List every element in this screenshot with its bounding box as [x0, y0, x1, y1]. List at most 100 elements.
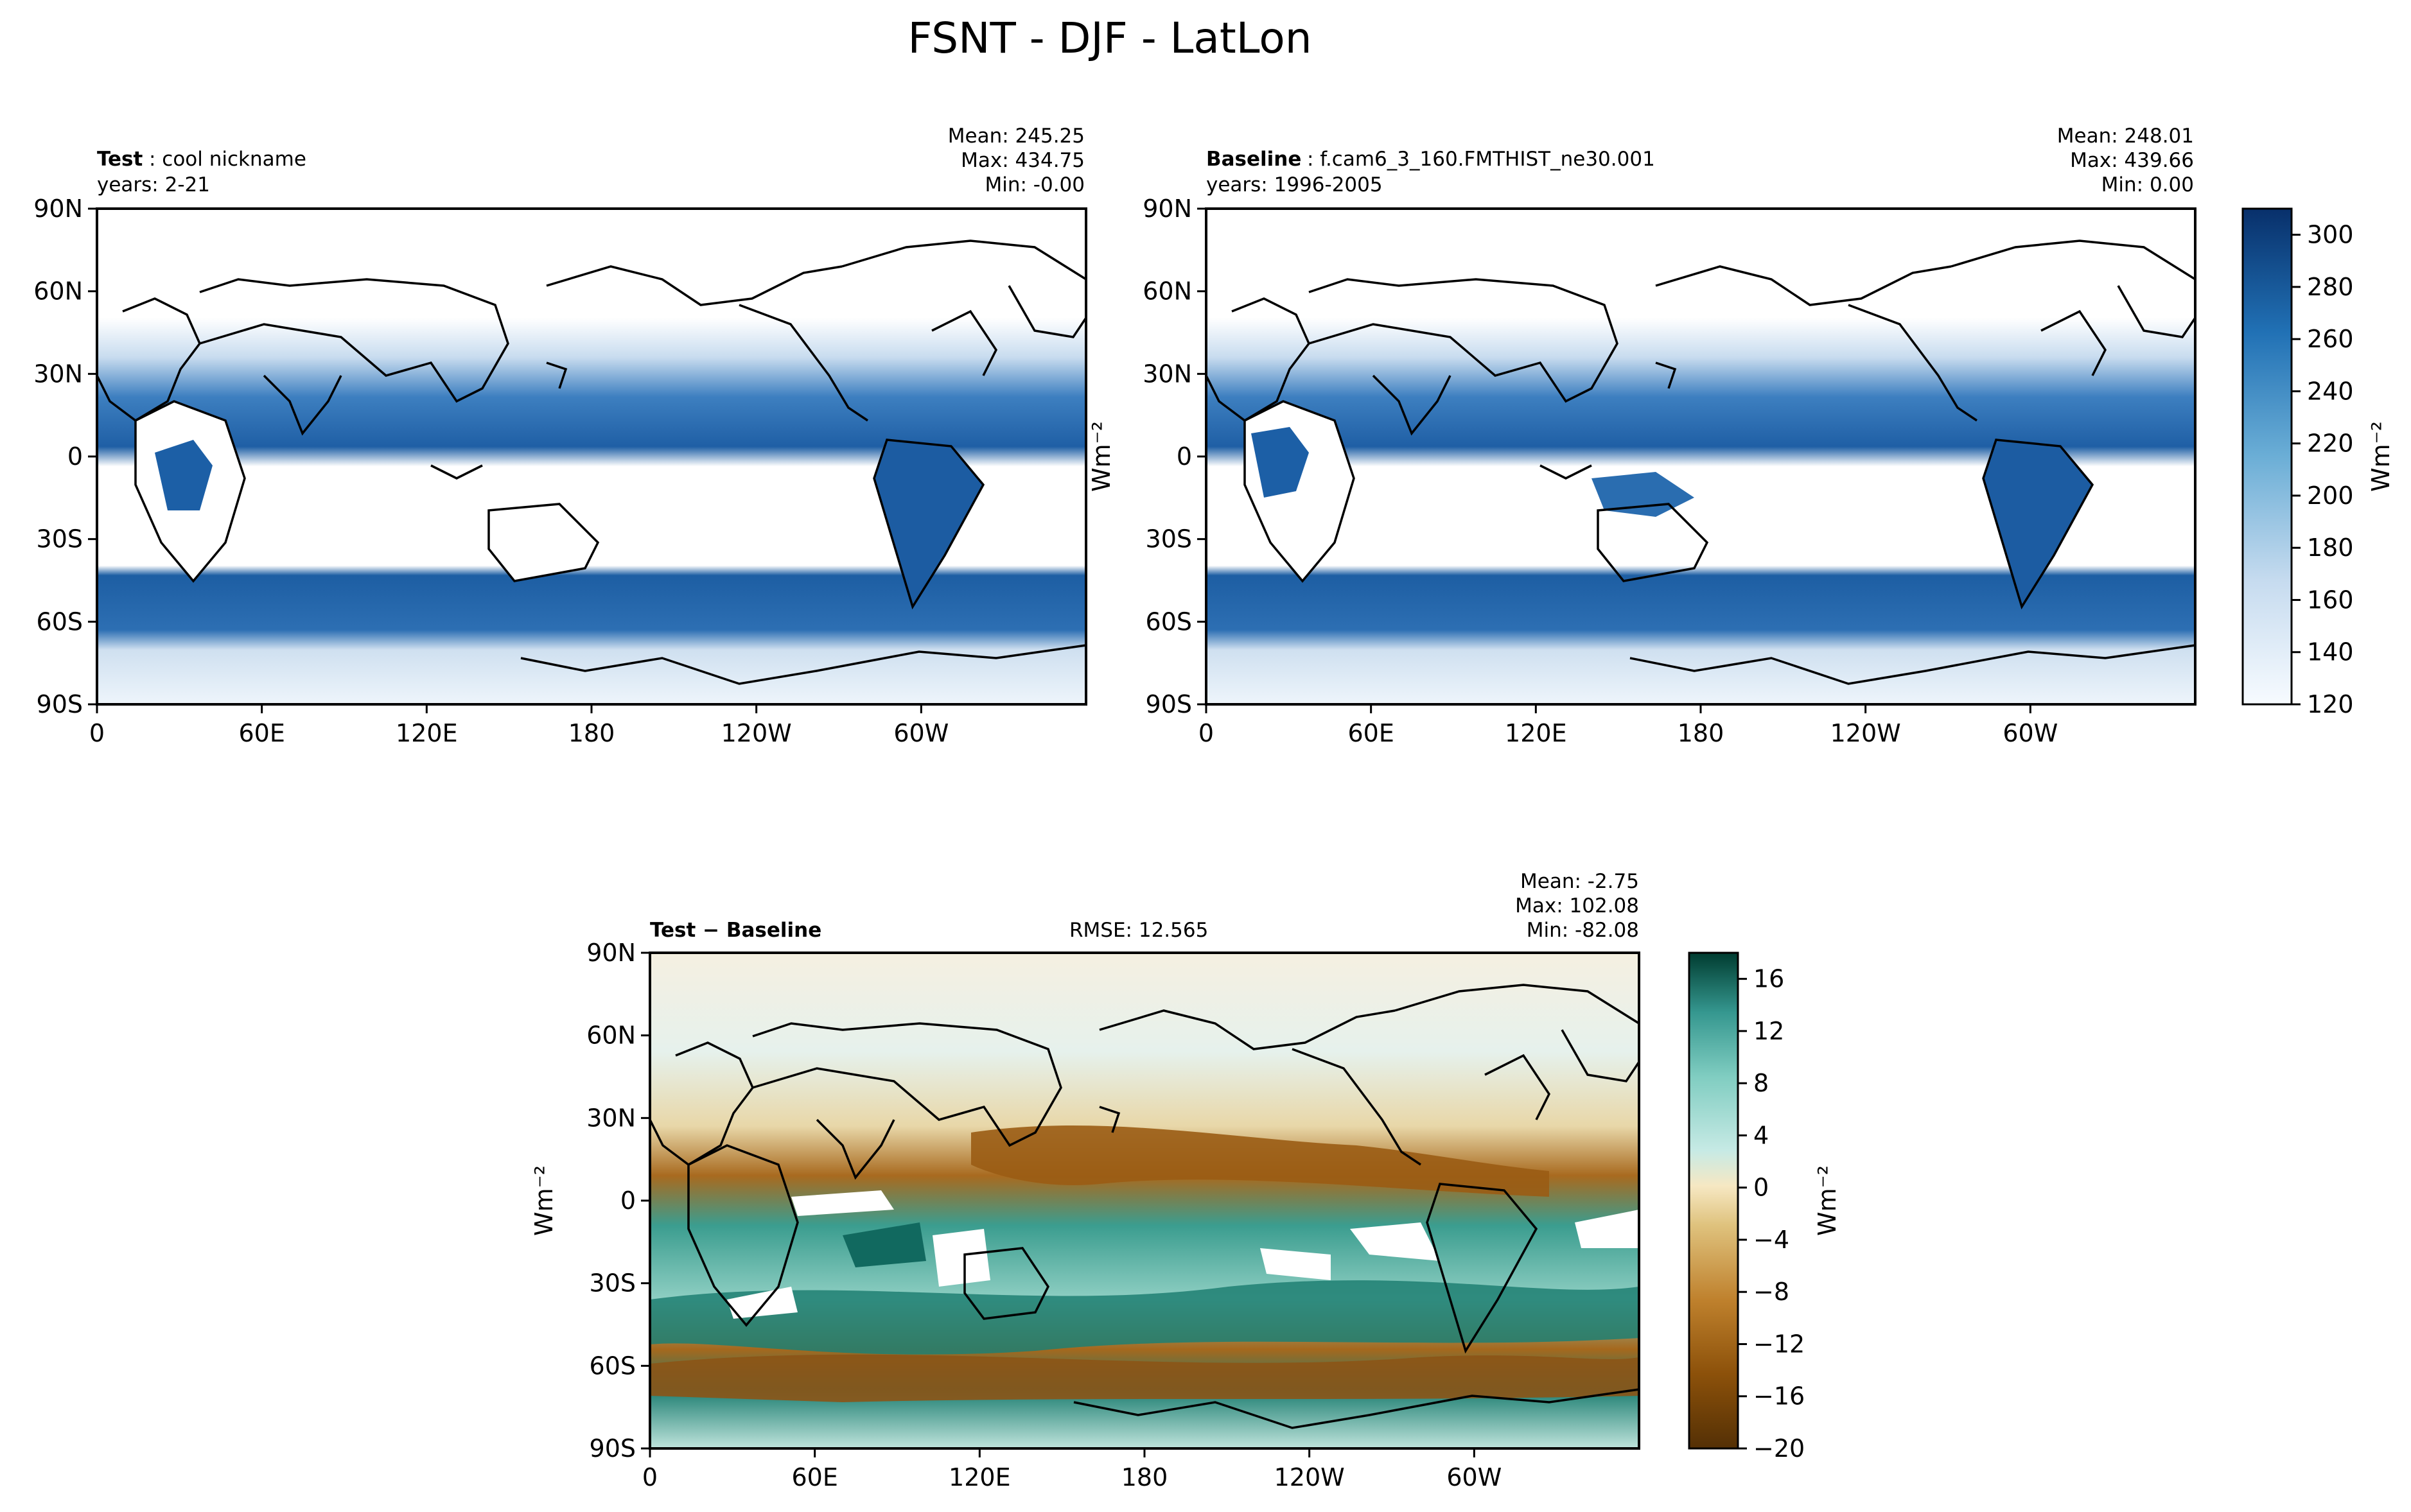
difference-panel: 0 60E 120E 180 120W 60W 90N 60N 30N 0 30S 60S 90S — [586, 939, 1640, 1491]
diff-max: Max: 102.08 — [1515, 894, 1639, 917]
test-min: Min: -0.00 — [985, 173, 1085, 196]
y-tick-label: 90N — [1143, 195, 1192, 223]
diff-colorbar: 16 12 8 4 0 −4 −8 −12 −16 −20 — [1688, 952, 1805, 1463]
baseline-min: Min: 0.00 — [2101, 173, 2194, 196]
africa-convection — [155, 440, 213, 510]
test-label-rest: : cool nickname — [149, 148, 306, 171]
baseline-label-rest: : f.cam6_3_160.FMTHIST_ne30.001 — [1307, 148, 1655, 171]
y-tick-label: 90S — [1146, 690, 1192, 718]
diff-label: Test − Baseline — [650, 919, 821, 942]
colorbar-tick-label: 180 — [2307, 534, 2354, 562]
y-tick-label: 60N — [33, 277, 83, 306]
colorbar-tick-label: −20 — [1753, 1434, 1805, 1463]
australia-convection — [1591, 472, 1694, 517]
x-tick-label: 120W — [1274, 1463, 1345, 1491]
y-tick-label: 0 — [67, 442, 83, 471]
y-tick-label: 30N — [33, 360, 83, 388]
test-mean: Mean: 245.25 — [948, 125, 1085, 148]
test-panel: 0 60E 120E 180 120W 60W 90N 60N 30N 0 30S 60S 90S — [33, 195, 1087, 747]
colorbar-tick-label: 240 — [2307, 377, 2354, 405]
colorbar-tick-label: 120 — [2307, 690, 2354, 718]
x-tick-label: 0 — [642, 1463, 658, 1491]
baseline-coastlines — [1205, 239, 2196, 685]
x-tick-label: 180 — [1121, 1463, 1168, 1491]
x-tick-label: 120E — [396, 719, 458, 747]
x-tick-label: 60W — [1446, 1463, 1502, 1491]
y-tick-label: 90S — [590, 1434, 636, 1463]
baseline-colorbar-unit: Wm⁻² — [2367, 421, 2395, 492]
diff-white-patch — [1260, 1248, 1331, 1280]
x-tick-label: 60W — [2003, 719, 2058, 747]
y-tick-label: 30S — [1146, 525, 1192, 553]
baseline-panel: 0 60E 120E 180 120W 60W 90N 60N 30N 0 30S 60S 90S — [1143, 195, 2196, 747]
x-tick-label: 120W — [1830, 719, 1901, 747]
colorbar-tick-label: 0 — [1753, 1174, 1769, 1202]
colorbar-tick-label: 280 — [2307, 273, 2354, 301]
x-tick-label: 0 — [89, 719, 105, 747]
diff-teal-patch — [843, 1222, 926, 1267]
diff-white-patch — [933, 1229, 990, 1287]
y-tick-label: 30N — [586, 1104, 636, 1132]
baseline-mean: Mean: 248.01 — [2057, 125, 2194, 148]
y-tick-label: 0 — [1177, 442, 1192, 471]
colorbar-tick-label: 300 — [2307, 221, 2354, 249]
colorbar-ticks: 16 12 8 4 0 −4 −8 −12 −16 −20 — [1738, 965, 1805, 1463]
diff-white-patch — [1350, 1222, 1440, 1261]
colorbar-tick-label: 260 — [2307, 325, 2354, 353]
y-tick-label: 90S — [37, 690, 83, 718]
y-tick-label: 60S — [37, 607, 83, 636]
test-max: Max: 434.75 — [961, 149, 1085, 172]
y-tick-label: 30N — [1143, 360, 1192, 388]
baseline-years: years: 1996-2005 — [1206, 173, 1383, 196]
australia-fill — [489, 504, 598, 581]
shared-unit-label: Wm⁻² — [1087, 421, 1116, 492]
colorbar-tick-label: 140 — [2307, 638, 2354, 666]
colorbar-tick-label: −12 — [1753, 1330, 1805, 1358]
x-tick-label: 120E — [949, 1463, 1011, 1491]
diff-coastlines — [649, 984, 1640, 1429]
diff-teal-band — [650, 1280, 1639, 1355]
colorbar-tick-label: 12 — [1753, 1017, 1784, 1045]
colorbar-tick-label: 8 — [1753, 1069, 1769, 1097]
x-tick-label: 60W — [893, 719, 949, 747]
baseline-axis-ticks: 0 60E 120E 180 120W 60W 90N 60N 30N 0 30S 60S 90S — [1143, 195, 2058, 747]
baseline-max: Max: 439.66 — [2070, 149, 2194, 172]
colorbar-fill — [1688, 952, 1739, 1450]
test-years: years: 2-21 — [97, 173, 210, 196]
y-tick-label: 90N — [586, 939, 636, 967]
colorbar-tick-label: 16 — [1753, 965, 1784, 993]
y-tick-label: 0 — [620, 1186, 636, 1215]
figure-title: FSNT - DJF - LatLon — [907, 13, 1311, 63]
colorbar-tick-label: −4 — [1753, 1226, 1789, 1254]
colorbar-fill — [2241, 207, 2293, 706]
diff-white-patch — [791, 1190, 894, 1216]
x-tick-label: 180 — [1678, 719, 1724, 747]
test-coastlines — [96, 239, 1087, 685]
x-tick-label: 60E — [238, 719, 285, 747]
y-tick-label: 90N — [33, 195, 83, 223]
colorbar-tick-label: 4 — [1753, 1121, 1769, 1149]
diff-rmse: RMSE: 12.565 — [1069, 919, 1208, 942]
y-tick-label: 30S — [590, 1269, 636, 1298]
y-tick-label: 30S — [37, 525, 83, 553]
x-tick-label: 180 — [568, 719, 615, 747]
y-tick-label: 60N — [586, 1021, 636, 1050]
y-tick-label: 60S — [1146, 607, 1192, 636]
test-label-bold: Test — [97, 148, 143, 171]
x-tick-label: 60E — [1347, 719, 1394, 747]
samerica-convection — [874, 440, 983, 607]
baseline-label-bold: Baseline — [1206, 148, 1301, 171]
diff-white-patch — [1575, 1210, 1639, 1248]
diff-mean: Mean: -2.75 — [1520, 870, 1639, 893]
baseline-colorbar: 120 140 160 180 200 220 240 260 280 300 — [2241, 207, 2354, 718]
colorbar-tick-label: 220 — [2307, 430, 2354, 458]
colorbar-tick-label: 200 — [2307, 482, 2354, 510]
diff-white-patch — [727, 1287, 798, 1319]
diff-left-unit: Wm⁻² — [530, 1165, 558, 1236]
x-tick-label: 60E — [791, 1463, 837, 1491]
africa-convection — [1251, 427, 1309, 498]
colorbar-tick-label: 160 — [2307, 586, 2354, 614]
test-axis-ticks: 0 60E 120E 180 120W 60W 90N 60N 30N 0 30S 60S 90S — [33, 195, 949, 747]
diff-brown-tropics — [971, 1125, 1549, 1197]
